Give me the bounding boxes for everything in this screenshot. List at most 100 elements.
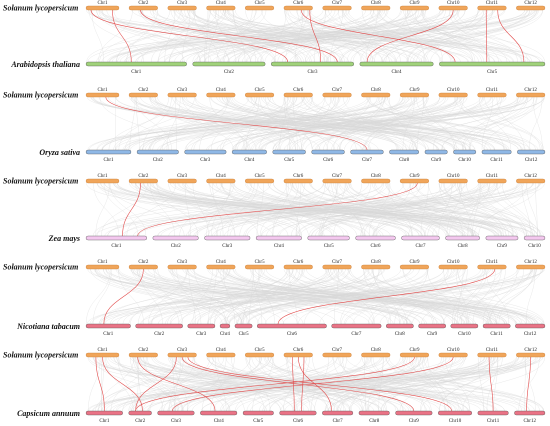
target-chromosome-label: Chr8: [399, 158, 410, 163]
background-link: [116, 9, 182, 63]
reference-chromosome-label: Chr12: [524, 88, 537, 93]
reference-chromosome-label: Chr8: [371, 1, 382, 6]
background-link: [193, 268, 538, 325]
reference-chromosome-label: Chr7: [332, 1, 343, 6]
reference-chromosome-label: Chr7: [332, 348, 343, 353]
background-link: [137, 268, 180, 325]
background-link: [273, 182, 446, 237]
background-link: [463, 96, 529, 151]
reference-chromosome-bar: [206, 92, 236, 98]
background-link: [148, 96, 297, 151]
background-link: [174, 356, 410, 412]
target-chromosome-bar: [322, 410, 354, 416]
background-link: [90, 268, 421, 325]
reference-chromosome-label: Chr5: [255, 260, 266, 265]
background-link: [169, 9, 227, 63]
background-link: [259, 356, 304, 412]
background-link: [340, 268, 380, 325]
background-link: [91, 9, 104, 63]
background-link: [228, 268, 481, 325]
background-link: [478, 96, 512, 151]
background-link: [109, 9, 505, 63]
background-link: [161, 356, 196, 412]
target-chromosome-label: Chr1: [103, 332, 114, 337]
background-link: [117, 182, 479, 237]
background-link: [314, 9, 326, 63]
reference-chromosome-label: Chr8: [371, 88, 382, 93]
background-link: [439, 182, 463, 237]
background-link: [136, 96, 321, 151]
background-link: [441, 96, 545, 151]
background-link: [151, 356, 361, 412]
target-chromosome-bar: [450, 323, 479, 329]
background-link: [402, 96, 415, 151]
background-link: [118, 356, 179, 412]
background-link: [277, 182, 496, 237]
background-link: [221, 96, 529, 151]
background-link: [518, 356, 540, 412]
background-link: [101, 96, 311, 151]
background-link: [132, 356, 173, 412]
background-link: [296, 182, 454, 237]
background-link: [187, 268, 401, 325]
background-link: [156, 9, 330, 63]
background-link: [138, 182, 324, 237]
background-link: [108, 268, 443, 325]
target-chromosome-bar: [395, 410, 433, 416]
background-link: [160, 182, 504, 237]
background-link: [300, 9, 369, 63]
background-link: [130, 96, 463, 151]
background-link: [277, 96, 325, 151]
reference-chromosome-label: Chr7: [332, 88, 343, 93]
reference-chromosome-label: Chr10: [447, 260, 460, 265]
reference-chromosome-bar: [322, 178, 352, 184]
background-link: [227, 9, 535, 63]
background-link: [117, 182, 468, 237]
background-link: [521, 182, 531, 237]
reference-chromosome-bar: [85, 92, 120, 98]
background-link: [214, 268, 262, 325]
background-link: [93, 268, 412, 325]
reference-species-label: Solanum lycopersicum: [3, 91, 78, 100]
reference-chromosome-bar: [206, 5, 236, 11]
background-link: [219, 9, 461, 63]
highlighted-link: [181, 356, 415, 412]
background-link: [478, 182, 528, 237]
background-link: [250, 268, 495, 325]
reference-chromosome-label: Chr7: [332, 260, 343, 265]
background-link: [181, 356, 468, 412]
highlighted-link: [135, 356, 177, 412]
target-chromosome-label: Chr9: [409, 419, 420, 424]
background-link: [177, 356, 524, 412]
background-link: [115, 356, 383, 412]
background-link: [136, 96, 140, 151]
target-chromosome-label: Chr3: [200, 158, 211, 163]
reference-chromosome-label: Chr2: [138, 174, 149, 179]
highlighted-link: [187, 356, 452, 412]
background-link: [264, 356, 426, 412]
background-link: [456, 9, 529, 63]
reference-chromosome-bar: [244, 264, 275, 270]
reference-chromosome-label: Chr12: [524, 348, 537, 353]
reference-chromosome-label: Chr3: [177, 260, 188, 265]
highlighted-link: [309, 9, 321, 63]
background-link: [175, 96, 177, 151]
background-link: [485, 268, 510, 325]
background-link: [213, 182, 518, 237]
background-link: [184, 182, 191, 237]
target-chromosome-label: Chr11: [490, 158, 503, 163]
highlighted-link: [103, 268, 144, 325]
background-link: [86, 268, 111, 325]
background-link: [332, 356, 544, 412]
highlighted-link: [485, 9, 488, 63]
reference-chromosome-label: Chr3: [177, 174, 188, 179]
reference-chromosome-label: Chr4: [216, 348, 227, 353]
reference-chromosome-bar: [128, 352, 158, 358]
target-chromosome-bar: [453, 149, 477, 155]
background-link: [478, 356, 484, 412]
target-chromosome-label: Chr6: [287, 332, 298, 337]
target-chromosome-label: Chr10: [449, 419, 462, 424]
background-link: [333, 356, 428, 412]
target-species-label: Zea mays: [48, 234, 80, 243]
